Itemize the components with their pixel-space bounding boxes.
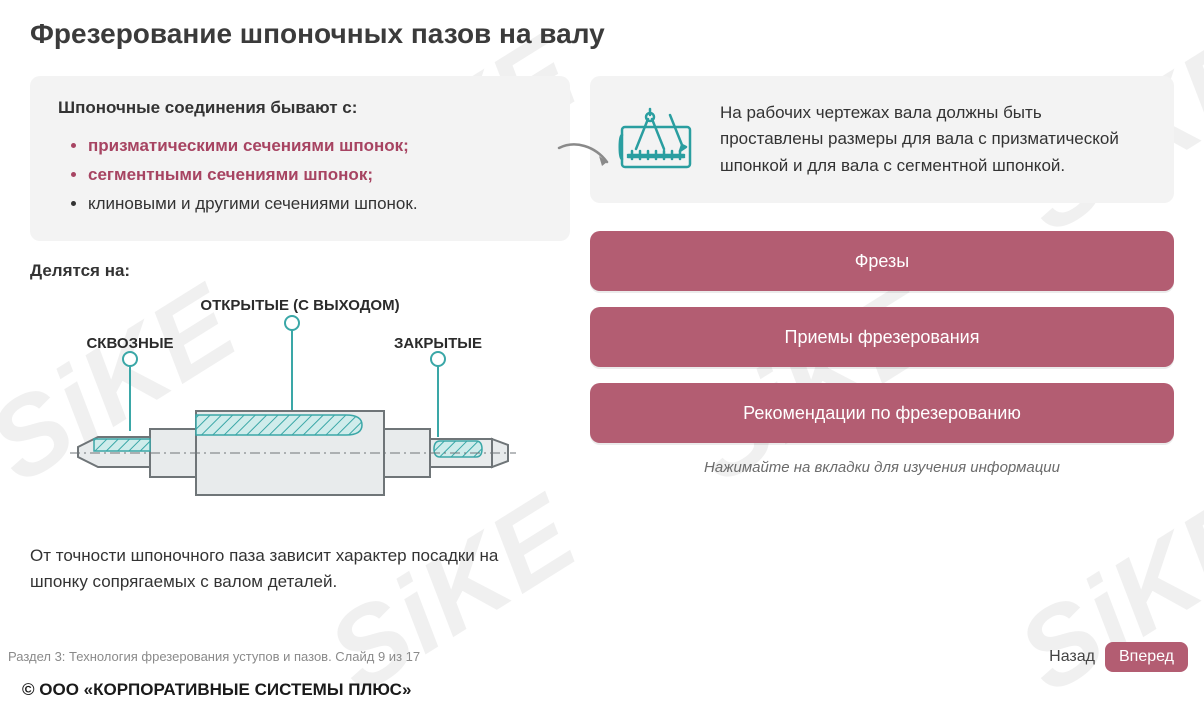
list-item: сегментными сечениями шпонок; [88,161,542,190]
right-column: На рабочих чертежах вала должны быть про… [590,76,1174,476]
divides-on-label: Делятся на: [30,261,570,281]
shaft-svg [30,289,550,529]
drawing-note-box: На рабочих чертежах вала должны быть про… [590,76,1174,203]
blueprint-icon [616,105,696,175]
key-types-list: призматическими сечениями шпонок; сегмен… [58,132,542,219]
left-column: Шпоночные соединения бывают с: призматич… [30,76,570,595]
page-title: Фрезерование шпоночных пазов на валу [30,18,1174,50]
back-button[interactable]: Назад [1049,648,1095,666]
tab-techniques[interactable]: Приемы фрезерования [590,307,1174,367]
list-item: призматическими сечениями шпонок; [88,132,542,161]
tabs-hint: Нажимайте на вкладки для изучения информ… [590,459,1174,476]
arrow-icon [555,140,615,180]
tab-mills[interactable]: Фрезы [590,231,1174,291]
drawing-note-text: На рабочих чертежах вала должны быть про… [720,100,1148,179]
accuracy-note: От точности шпоночного паза зависит хара… [30,543,550,596]
slide-position: Раздел 3: Технология фрезерования уступо… [8,649,420,664]
tab-buttons: Фрезы Приемы фрезерования Рекомендации п… [590,231,1174,443]
slide-content: Фрезерование шпоночных пазов на валу Шпо… [0,0,1204,595]
copyright: © ООО «КОРПОРАТИВНЫЕ СИСТЕМЫ ПЛЮС» [22,680,411,700]
nav-controls: Назад Вперед [1049,642,1188,672]
tab-recommendations[interactable]: Рекомендации по фрезерованию [590,383,1174,443]
key-types-lead: Шпоночные соединения бывают с: [58,98,542,118]
shaft-diagram: СКВОЗНЫЕ ОТКРЫТЫЕ (С ВЫХОДОМ) ЗАКРЫТЫЕ [30,289,550,529]
key-types-box: Шпоночные соединения бывают с: призматич… [30,76,570,241]
list-item: клиновыми и другими сечениями шпонок. [88,190,542,219]
forward-button[interactable]: Вперед [1105,642,1188,672]
